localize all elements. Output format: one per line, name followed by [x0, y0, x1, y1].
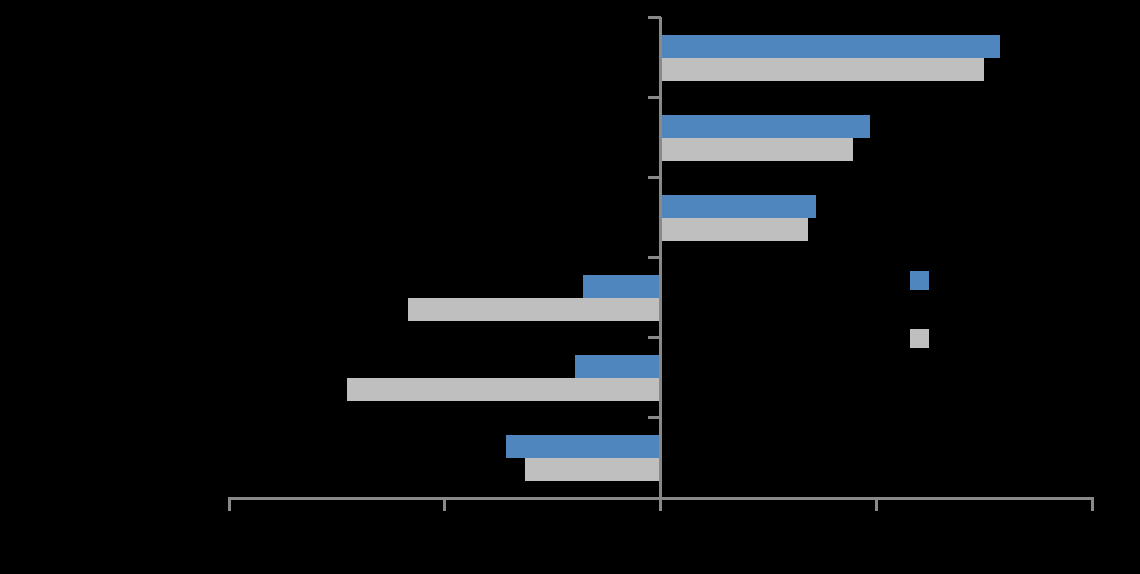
y-axis-tick-3: [647, 176, 661, 179]
y-axis-tick-5: [647, 336, 661, 339]
y-axis-tick-2: [647, 96, 661, 99]
legend-swatch-blue-series: [910, 271, 929, 290]
legend-swatch-gray-series: [910, 329, 929, 348]
x-axis-tick-1: [227, 497, 231, 511]
bar-blue-series-category-2: [660, 115, 870, 138]
bar-gray-series-category-2: [660, 138, 853, 161]
x-axis-tick-3: [659, 497, 662, 511]
y-axis-line: [659, 17, 662, 511]
y-axis-tick-4: [647, 256, 661, 259]
x-axis-tick-4: [874, 497, 878, 511]
x-axis-tick-5: [1090, 497, 1094, 511]
y-axis-tick-6: [647, 416, 661, 419]
bar-gray-series-category-3: [660, 218, 809, 241]
bar-blue-series-category-4: [583, 275, 661, 298]
bar-gray-series-category-1: [660, 58, 985, 81]
bar-gray-series-category-5: [347, 378, 661, 401]
bar-gray-series-category-6: [525, 458, 661, 481]
y-axis-tick-1: [647, 16, 661, 19]
bar-blue-series-category-3: [660, 195, 817, 218]
bar-blue-series-category-6: [506, 435, 661, 458]
bar-gray-series-category-4: [408, 298, 661, 321]
bar-blue-series-category-1: [660, 35, 1001, 58]
bar-blue-series-category-5: [575, 355, 661, 378]
x-axis-tick-2: [443, 497, 447, 511]
